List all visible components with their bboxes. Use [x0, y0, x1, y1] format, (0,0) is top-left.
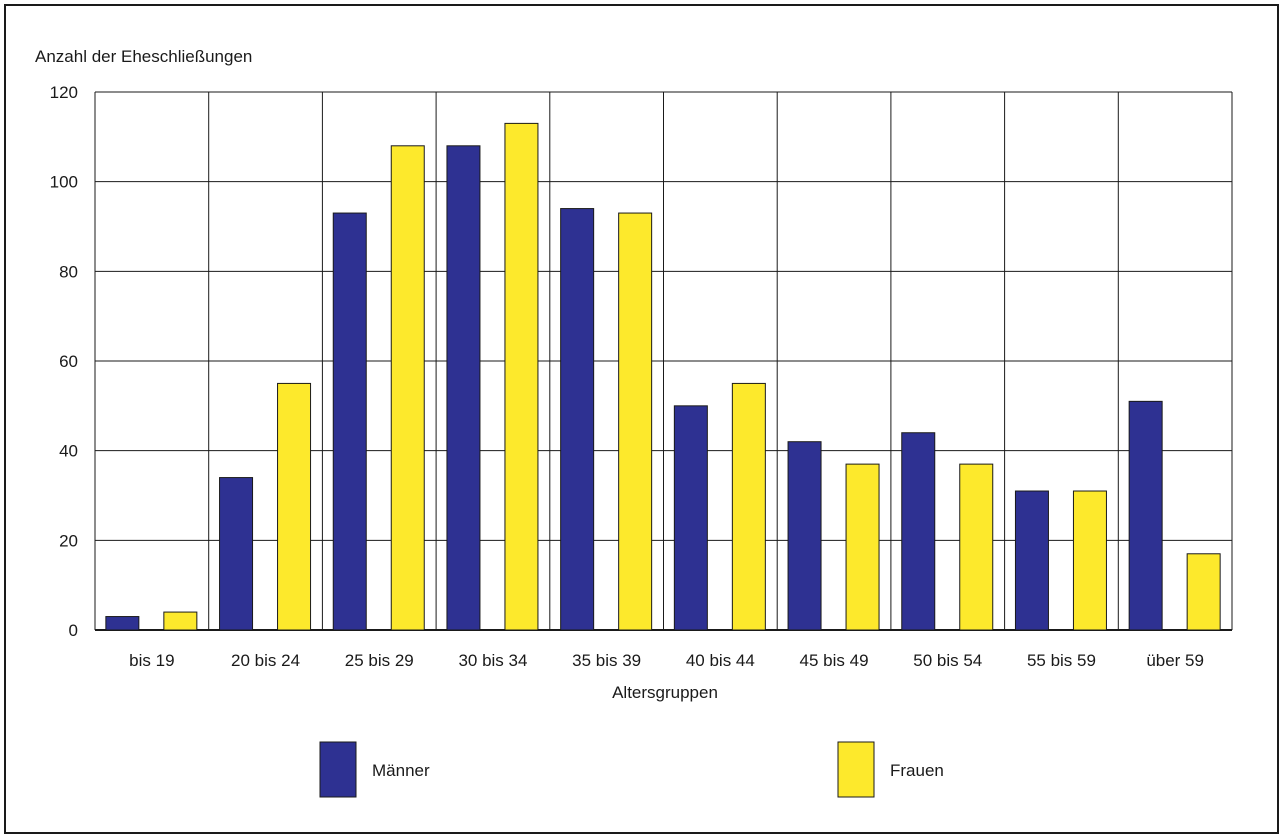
- x-tick-label: 35 bis 39: [572, 651, 641, 670]
- bar-maenner: [1014, 490, 1049, 631]
- y-tick-label: 40: [59, 442, 78, 461]
- x-tick-label: 25 bis 29: [345, 651, 414, 670]
- bar-maenner: [901, 432, 936, 631]
- bar-maenner: [787, 441, 822, 631]
- bar-frauen: [1186, 553, 1221, 631]
- legend-swatch: [319, 741, 357, 798]
- bar-frauen: [504, 122, 539, 631]
- y-axis-title: Anzahl der Eheschließungen: [35, 47, 252, 66]
- bar-maenner: [673, 405, 708, 631]
- bar-frauen: [1072, 490, 1107, 631]
- x-tick-labels: bis 19 20 bis 24 25 bis 29 30 bis 34 35 bis …: [129, 651, 1204, 670]
- bar-chart: Anzahl der Eheschließungen 0 20 40 60 80 100 1…: [35, 47, 1233, 798]
- y-tick-label: 0: [69, 621, 78, 640]
- bar-maenner: [219, 477, 254, 631]
- bar-frauen: [845, 463, 880, 631]
- bar-frauen: [390, 145, 425, 631]
- grid: [94, 91, 1233, 631]
- y-tick-label: 100: [50, 173, 78, 192]
- bar-maenner: [1128, 400, 1163, 631]
- y-tick-label: 60: [59, 352, 78, 371]
- x-tick-label: 45 bis 49: [800, 651, 869, 670]
- x-tick-label: 55 bis 59: [1027, 651, 1096, 670]
- x-tick-label: bis 19: [129, 651, 174, 670]
- y-tick-label: 120: [50, 83, 78, 102]
- x-tick-label: 20 bis 24: [231, 651, 300, 670]
- bar-frauen: [163, 611, 198, 631]
- x-tick-label: 40 bis 44: [686, 651, 755, 670]
- y-tick-label: 20: [59, 531, 78, 550]
- x-axis-title: Altersgruppen: [612, 683, 718, 702]
- legend: Männer Frauen: [319, 741, 944, 798]
- legend-label: Männer: [372, 761, 430, 780]
- x-tick-label: 30 bis 34: [458, 651, 527, 670]
- bars: [105, 122, 1221, 631]
- legend-label: Frauen: [890, 761, 944, 780]
- bar-frauen: [277, 382, 312, 631]
- bar-frauen: [731, 382, 766, 631]
- bar-frauen: [959, 463, 994, 631]
- bar-maenner: [446, 145, 481, 631]
- bar-maenner: [560, 208, 595, 631]
- bar-frauen: [618, 212, 653, 631]
- bar-maenner: [332, 212, 367, 631]
- y-tick-label: 80: [59, 262, 78, 281]
- x-tick-label: über 59: [1146, 651, 1204, 670]
- bar-maenner: [105, 616, 140, 631]
- y-tick-labels: 0 20 40 60 80 100 120: [50, 83, 78, 640]
- x-tick-label: 50 bis 54: [913, 651, 982, 670]
- legend-swatch: [837, 741, 875, 798]
